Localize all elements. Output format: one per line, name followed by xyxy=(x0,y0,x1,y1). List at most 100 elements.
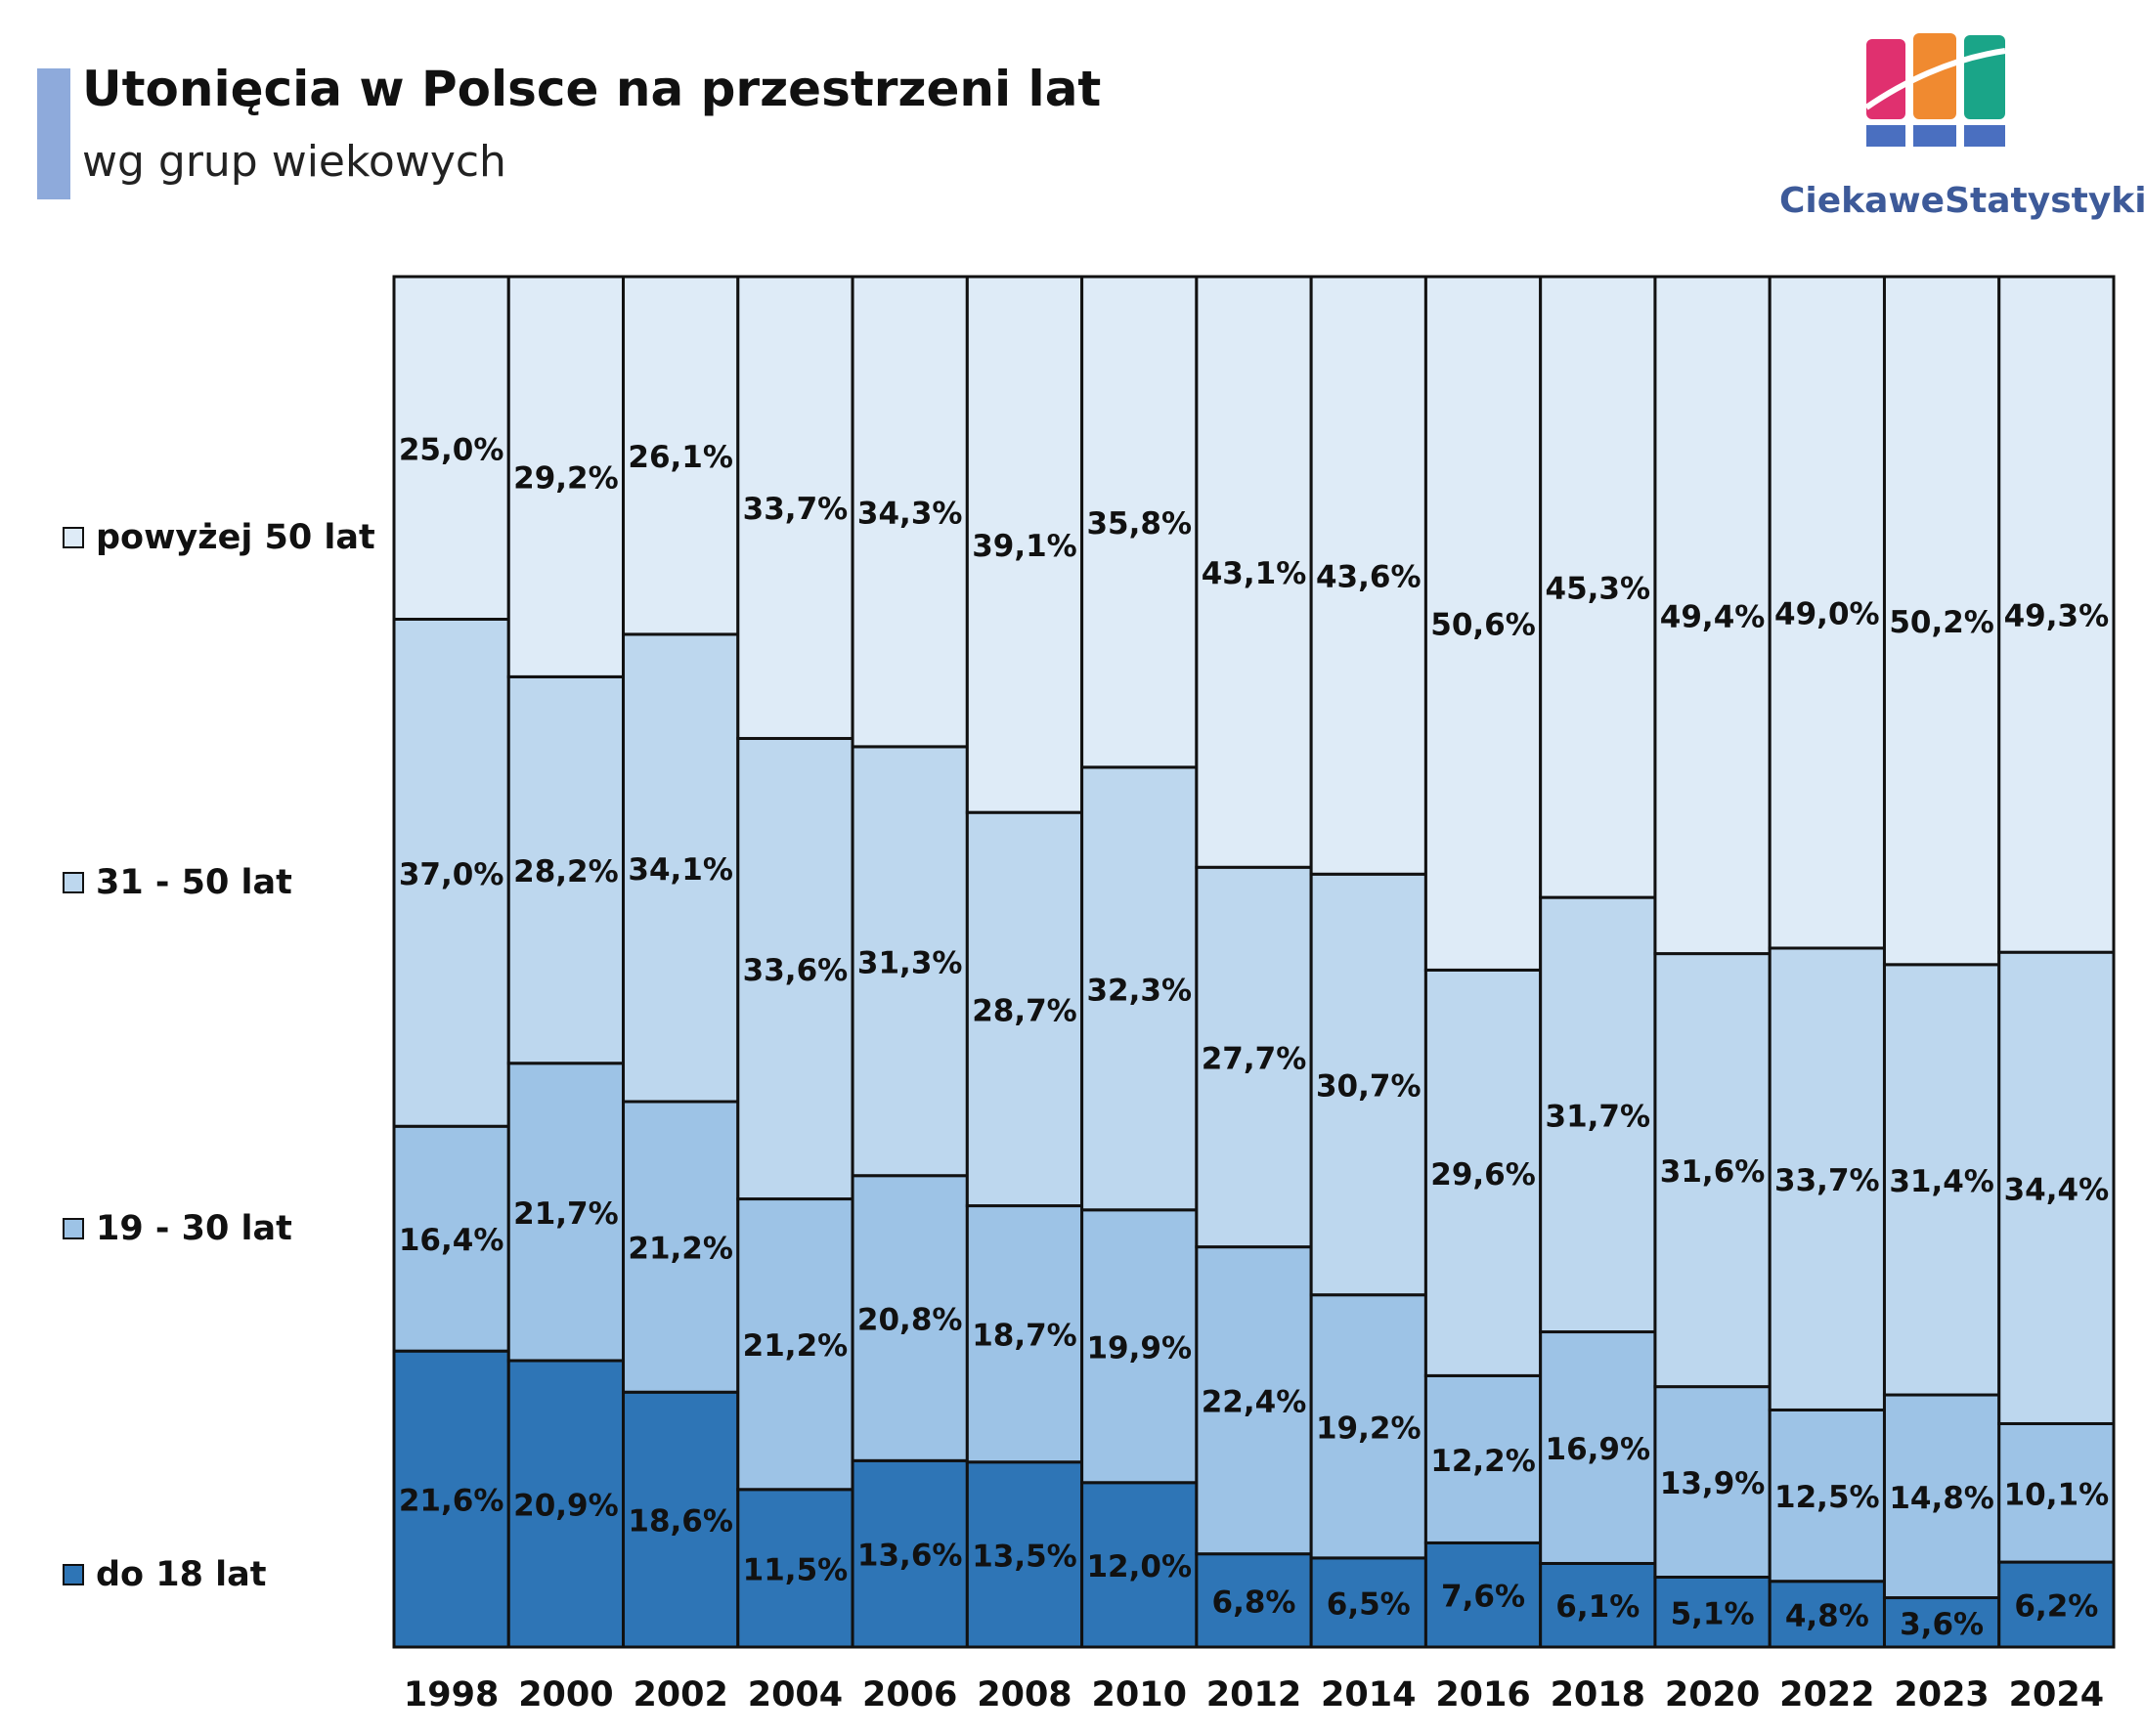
bar-segment xyxy=(1195,1245,1313,1556)
logo-icon xyxy=(1864,33,2006,147)
bar-segment xyxy=(851,1174,969,1462)
bar-segment xyxy=(1768,275,1886,950)
title-accent-bar xyxy=(37,68,70,199)
data-label: 27,7% xyxy=(1202,1041,1307,1076)
bar-segment xyxy=(1768,1408,1886,1584)
x-tick-label: 2024 xyxy=(2009,1675,2104,1714)
chart-title: Utonięcia w Polsce na przestrzeni lat xyxy=(82,61,1102,117)
data-label: 6,5% xyxy=(1327,1586,1411,1622)
chart-subtitle: wg grup wiekowych xyxy=(82,137,506,187)
data-label: 31,6% xyxy=(1660,1154,1766,1190)
x-tick-label: 2016 xyxy=(1435,1675,1530,1714)
bar-segment xyxy=(1423,968,1543,1377)
legend-swatch-19-30 xyxy=(63,1218,84,1239)
x-tick-label: 2008 xyxy=(977,1675,1072,1714)
bar-segment xyxy=(851,1458,969,1649)
bar-segment xyxy=(1997,275,2116,954)
x-tick-label: 2018 xyxy=(1551,1675,1645,1714)
data-label: 20,9% xyxy=(513,1488,619,1523)
data-label: 49,3% xyxy=(2004,599,2110,634)
data-label: 34,1% xyxy=(628,852,733,888)
data-label: 20,8% xyxy=(857,1303,963,1338)
x-tick-label: 2012 xyxy=(1206,1675,1301,1714)
data-label: 49,4% xyxy=(1660,599,1766,634)
data-label: 19,9% xyxy=(1086,1330,1192,1366)
bar-segment xyxy=(1195,275,1313,869)
logo-base-1 xyxy=(1866,125,1905,147)
data-label: 3,6% xyxy=(1900,1607,1984,1642)
bar-segment xyxy=(1768,1580,1886,1649)
bar-segment xyxy=(1653,275,1772,956)
data-label: 6,8% xyxy=(1212,1584,1296,1620)
bar-segment xyxy=(736,736,854,1201)
data-label: 22,4% xyxy=(1202,1385,1307,1420)
bar-segment xyxy=(1882,1596,2001,1649)
x-tick-label: 2006 xyxy=(862,1675,957,1714)
logo-base-2 xyxy=(1913,125,1956,147)
x-tick-label: 2014 xyxy=(1321,1675,1416,1714)
data-label: 13,6% xyxy=(857,1539,963,1574)
data-label: 37,0% xyxy=(399,857,504,892)
bar-segment xyxy=(1080,1208,1199,1485)
bar-segment xyxy=(1423,275,1543,972)
legend-item-19-30: 19 - 30 lat xyxy=(63,1209,292,1248)
data-label: 29,2% xyxy=(513,461,619,497)
bar-segment xyxy=(1423,1541,1543,1649)
data-label: 26,1% xyxy=(628,440,733,475)
x-tick-label: 2023 xyxy=(1894,1675,1989,1714)
legend-label-pow-50: powyżej 50 lat xyxy=(96,518,375,557)
data-label: 5,1% xyxy=(1671,1596,1755,1631)
data-label: 4,8% xyxy=(1785,1598,1869,1633)
legend-swatch-pow-50 xyxy=(63,527,84,548)
x-tick-label: 2000 xyxy=(518,1675,613,1714)
data-label: 21,7% xyxy=(513,1196,619,1232)
legend-item-do-18: do 18 lat xyxy=(63,1555,267,1594)
legend-label-19-30: 19 - 30 lat xyxy=(96,1209,292,1248)
data-label: 45,3% xyxy=(1546,572,1651,607)
data-label: 12,2% xyxy=(1430,1444,1536,1479)
logo-text: CiekaweStatystyki.pl xyxy=(1779,181,2144,221)
data-label: 6,1% xyxy=(1555,1589,1640,1625)
legend-label-do-18: do 18 lat xyxy=(96,1555,267,1594)
data-label: 33,7% xyxy=(1774,1163,1880,1198)
data-label: 30,7% xyxy=(1316,1068,1422,1104)
bar-segment xyxy=(736,1197,854,1492)
bar-segment xyxy=(622,1100,740,1394)
legend: powyżej 50 lat 31 - 50 lat 19 - 30 lat d… xyxy=(63,0,415,1736)
x-tick-label: 2002 xyxy=(633,1675,727,1714)
x-tick-label: 2020 xyxy=(1665,1675,1760,1714)
data-label: 6,2% xyxy=(2014,1589,2098,1625)
bar-segment xyxy=(1080,275,1199,769)
data-label: 18,7% xyxy=(972,1319,1077,1354)
x-tick-label: 2022 xyxy=(1779,1675,1874,1714)
data-label: 14,8% xyxy=(1889,1481,1994,1516)
bar-segment xyxy=(392,275,510,621)
data-label: 43,1% xyxy=(1202,556,1307,591)
bar-segment xyxy=(622,1390,740,1649)
data-label: 21,6% xyxy=(399,1484,504,1519)
bar-segment xyxy=(392,1124,510,1353)
x-tick-label: 2010 xyxy=(1092,1675,1187,1714)
legend-item-pow-50: powyżej 50 lat xyxy=(63,518,375,557)
data-label: 28,2% xyxy=(513,854,619,890)
bar-segment xyxy=(965,275,1084,814)
bar-segment xyxy=(622,632,740,1104)
logo-base-3 xyxy=(1964,125,2005,147)
data-label: 10,1% xyxy=(2004,1477,2110,1512)
bar-segment xyxy=(392,618,510,1128)
data-label: 13,9% xyxy=(1660,1466,1766,1501)
data-label: 33,7% xyxy=(743,492,849,527)
data-label: 31,3% xyxy=(857,945,963,980)
data-label: 11,5% xyxy=(743,1552,849,1587)
legend-swatch-do-18 xyxy=(63,1564,84,1585)
data-label: 16,4% xyxy=(399,1223,504,1258)
legend-item-31-50: 31 - 50 lat xyxy=(63,863,292,902)
bar-segment xyxy=(1309,872,1427,1297)
data-label: 43,6% xyxy=(1316,560,1422,595)
data-label: 50,6% xyxy=(1430,608,1536,643)
data-label: 12,0% xyxy=(1086,1549,1192,1584)
data-label: 7,6% xyxy=(1441,1580,1525,1615)
data-label: 31,4% xyxy=(1889,1164,1994,1199)
data-label: 50,2% xyxy=(1889,605,1994,640)
